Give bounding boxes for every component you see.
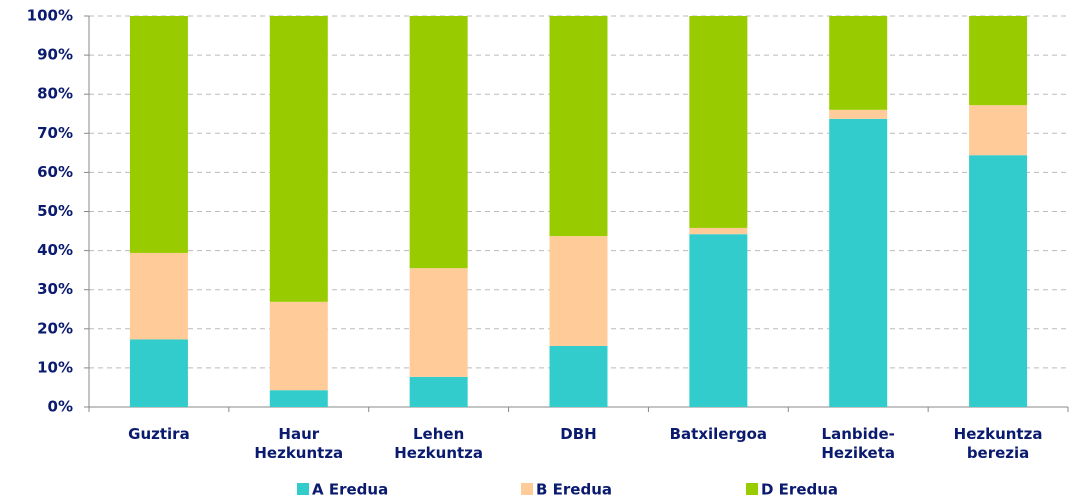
x-tick-label: DBH bbox=[560, 425, 597, 443]
bar-segment bbox=[829, 109, 888, 119]
x-tick-label: Hezkuntza berezia bbox=[953, 425, 1043, 462]
y-tick-label: 0% bbox=[48, 398, 73, 416]
bar-segment bbox=[129, 339, 188, 407]
legend-swatch bbox=[746, 483, 758, 495]
bar-segment bbox=[269, 301, 328, 391]
legend-label: B Eredua bbox=[536, 481, 612, 499]
bar-segment bbox=[829, 16, 888, 110]
bar-segment bbox=[969, 155, 1028, 407]
x-tick-label: Lanbide-Heziketa bbox=[821, 425, 896, 462]
bar-segment bbox=[409, 268, 468, 377]
bar-segment bbox=[269, 390, 328, 407]
bar-segment bbox=[549, 346, 608, 407]
x-tick-label: Guztira bbox=[128, 425, 190, 443]
legend-swatch bbox=[297, 483, 309, 495]
y-tick-label: 90% bbox=[37, 46, 73, 64]
y-tick-label: 70% bbox=[37, 124, 73, 142]
bar-segment bbox=[129, 252, 188, 340]
x-tick-label: Haur Hezkuntza bbox=[254, 425, 344, 462]
y-tick-label: 80% bbox=[37, 85, 73, 103]
bar-segment bbox=[689, 16, 748, 228]
y-tick-label: 20% bbox=[37, 319, 73, 337]
x-tick-label: Lehen Hezkuntza bbox=[394, 425, 484, 462]
bar-segment bbox=[409, 16, 468, 269]
y-tick-label: 60% bbox=[37, 163, 73, 181]
legend-label: A Eredua bbox=[312, 481, 388, 499]
y-tick-label: 10% bbox=[37, 358, 73, 376]
legend-swatch bbox=[521, 483, 533, 495]
bar-segment bbox=[969, 16, 1028, 106]
bar-segment bbox=[689, 227, 748, 235]
bar-segment bbox=[549, 16, 608, 237]
bar-segment bbox=[829, 118, 888, 407]
legend-label: D Eredua bbox=[761, 481, 838, 499]
bar-segment bbox=[549, 236, 608, 347]
x-tick-label: Batxilergoa bbox=[669, 425, 768, 443]
bar-segment bbox=[969, 105, 1028, 156]
y-tick-label: 40% bbox=[37, 241, 73, 259]
y-tick-label: 30% bbox=[37, 280, 73, 298]
y-tick-label: 50% bbox=[37, 202, 73, 220]
bar-segment bbox=[689, 234, 748, 407]
y-tick-label: 100% bbox=[27, 7, 73, 25]
bar-segment bbox=[129, 16, 188, 253]
bar-segment bbox=[409, 376, 468, 407]
bar-segment bbox=[269, 16, 328, 302]
